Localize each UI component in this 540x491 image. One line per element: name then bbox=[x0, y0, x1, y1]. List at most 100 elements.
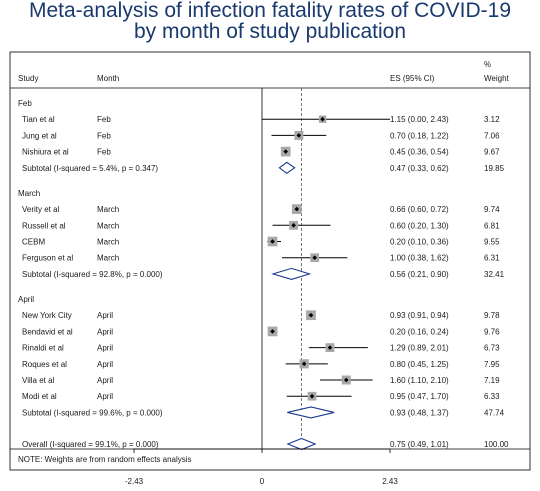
study-name: Bendavid et al bbox=[22, 327, 73, 336]
x-tick-label: 2.43 bbox=[382, 477, 398, 486]
header-weight: Weight bbox=[484, 74, 510, 83]
x-tick-label: 0 bbox=[260, 477, 265, 486]
subtotal-weight: 32.41 bbox=[484, 270, 505, 279]
study-es: 0.66 (0.60, 0.72) bbox=[390, 205, 449, 214]
point-estimate bbox=[291, 223, 296, 228]
study-weight: 3.12 bbox=[484, 115, 500, 124]
study-es: 0.20 (0.10, 0.36) bbox=[390, 238, 449, 247]
study-es: 1.15 (0.00, 2.43) bbox=[390, 115, 449, 124]
study-month: April bbox=[97, 344, 113, 353]
chart-title: Meta-analysis of infection fatality rate… bbox=[0, 0, 540, 42]
point-estimate bbox=[283, 149, 289, 154]
study-name: Verity et al bbox=[22, 205, 60, 214]
study-name: Ferguson et al bbox=[22, 254, 73, 263]
point-estimate bbox=[270, 329, 275, 334]
study-es: 0.93 (0.91, 0.94) bbox=[390, 311, 449, 320]
point-estimate bbox=[343, 377, 349, 383]
subtotal-es: 0.93 (0.48, 1.37) bbox=[390, 408, 449, 417]
x-tick-label: -2.43 bbox=[125, 477, 144, 486]
study-weight: 9.67 bbox=[484, 148, 500, 157]
overall-es: 0.75 (0.49, 1.01) bbox=[390, 440, 449, 449]
study-name: Russell et al bbox=[22, 221, 66, 230]
study-name: Modi et al bbox=[22, 392, 57, 401]
overall-weight: 100.00 bbox=[484, 440, 509, 449]
point-estimate bbox=[312, 255, 317, 261]
header-month: Month bbox=[97, 74, 119, 83]
study-name: CEBM bbox=[22, 238, 45, 247]
study-month: Feb bbox=[97, 131, 111, 140]
point-estimate bbox=[301, 361, 307, 367]
study-es: 1.29 (0.89, 2.01) bbox=[390, 344, 449, 353]
point-estimate bbox=[309, 393, 315, 399]
study-es: 0.80 (0.45, 1.25) bbox=[390, 360, 449, 369]
study-month: April bbox=[97, 311, 113, 320]
study-es: 0.20 (0.16, 0.24) bbox=[390, 327, 449, 336]
point-estimate bbox=[294, 206, 300, 212]
chart-title-line-2: by month of study publication bbox=[134, 20, 406, 43]
subtotal-weight: 19.85 bbox=[484, 164, 505, 173]
study-month: Feb bbox=[97, 115, 111, 124]
study-weight: 7.06 bbox=[484, 131, 500, 140]
study-name: Villa et al bbox=[22, 376, 55, 385]
study-month: March bbox=[97, 238, 119, 247]
study-month: Feb bbox=[97, 148, 111, 157]
chart-title-line-1: Meta-analysis of infection fatality rate… bbox=[28, 0, 512, 22]
subtotal-diamond bbox=[271, 267, 312, 280]
point-estimate bbox=[296, 133, 302, 138]
header-weight-symbol: % bbox=[484, 60, 491, 69]
study-weight: 9.76 bbox=[484, 327, 500, 336]
study-weight: 6.73 bbox=[484, 344, 500, 353]
plot-frame bbox=[9, 51, 531, 471]
header-es: ES (95% CI) bbox=[390, 74, 435, 83]
footnote: NOTE: Weights are from random effects an… bbox=[18, 455, 192, 464]
point-estimate bbox=[327, 345, 333, 350]
study-weight: 6.81 bbox=[484, 221, 500, 230]
study-weight: 9.55 bbox=[484, 238, 500, 247]
subtotal-label: Subtotal (I-squared = 92.8%, p = 0.000) bbox=[22, 270, 163, 279]
subtotal-diamond bbox=[287, 406, 335, 419]
study-month: April bbox=[97, 376, 113, 385]
x-axis: -2.43 0 2.43 bbox=[125, 448, 398, 486]
subtotal-diamond bbox=[278, 161, 296, 174]
subtotal-label: Subtotal (I-squared = 5.4%, p = 0.347) bbox=[22, 164, 158, 173]
study-es: 1.00 (0.38, 1.62) bbox=[390, 254, 449, 263]
group-label: April bbox=[18, 295, 34, 304]
study-weight: 7.95 bbox=[484, 360, 500, 369]
subtotal-weight: 47.74 bbox=[484, 408, 505, 417]
study-weight: 7.19 bbox=[484, 376, 500, 385]
study-weight: 9.74 bbox=[484, 205, 500, 214]
subtotal-es: 0.56 (0.21, 0.90) bbox=[390, 270, 449, 279]
study-weight: 6.31 bbox=[484, 254, 500, 263]
study-es: 0.45 (0.36, 0.54) bbox=[390, 148, 449, 157]
point-estimate bbox=[320, 116, 325, 122]
study-name: Tian et al bbox=[22, 115, 55, 124]
study-month: April bbox=[97, 327, 113, 336]
study-weight: 6.33 bbox=[484, 392, 500, 401]
study-es: 0.60 (0.20, 1.30) bbox=[390, 221, 449, 230]
forest-rows: Feb Tian et al Feb 1.15 (0.00, 2.43) 3.12 Jun… bbox=[18, 88, 509, 451]
overall-label: Overall (I-squared = 99.1%, p = 0.000) bbox=[22, 440, 159, 449]
study-es: 0.70 (0.18, 1.22) bbox=[390, 131, 449, 140]
group-label: March bbox=[18, 189, 40, 198]
point-estimate bbox=[270, 239, 275, 244]
study-es: 0.95 (0.47, 1.70) bbox=[390, 392, 449, 401]
header-study: Study bbox=[18, 74, 38, 83]
study-month: March bbox=[97, 205, 119, 214]
overall-diamond bbox=[286, 437, 317, 451]
study-name: New York City bbox=[22, 311, 72, 320]
point-estimate bbox=[308, 312, 314, 318]
subtotal-label: Subtotal (I-squared = 99.6%, p = 0.000) bbox=[22, 408, 163, 417]
study-month: April bbox=[97, 392, 113, 401]
study-month: April bbox=[97, 360, 113, 369]
group-label: Feb bbox=[18, 99, 32, 108]
study-name: Jung et al bbox=[22, 131, 57, 140]
study-weight: 9.78 bbox=[484, 311, 500, 320]
study-month: March bbox=[97, 221, 119, 230]
study-name: Rinaldi et al bbox=[22, 344, 64, 353]
study-es: 1.60 (1.10, 2.10) bbox=[390, 376, 449, 385]
study-month: March bbox=[97, 254, 119, 263]
study-name: Nishiura et al bbox=[22, 148, 69, 157]
study-name: Roques et al bbox=[22, 360, 67, 369]
subtotal-es: 0.47 (0.33, 0.62) bbox=[390, 164, 449, 173]
